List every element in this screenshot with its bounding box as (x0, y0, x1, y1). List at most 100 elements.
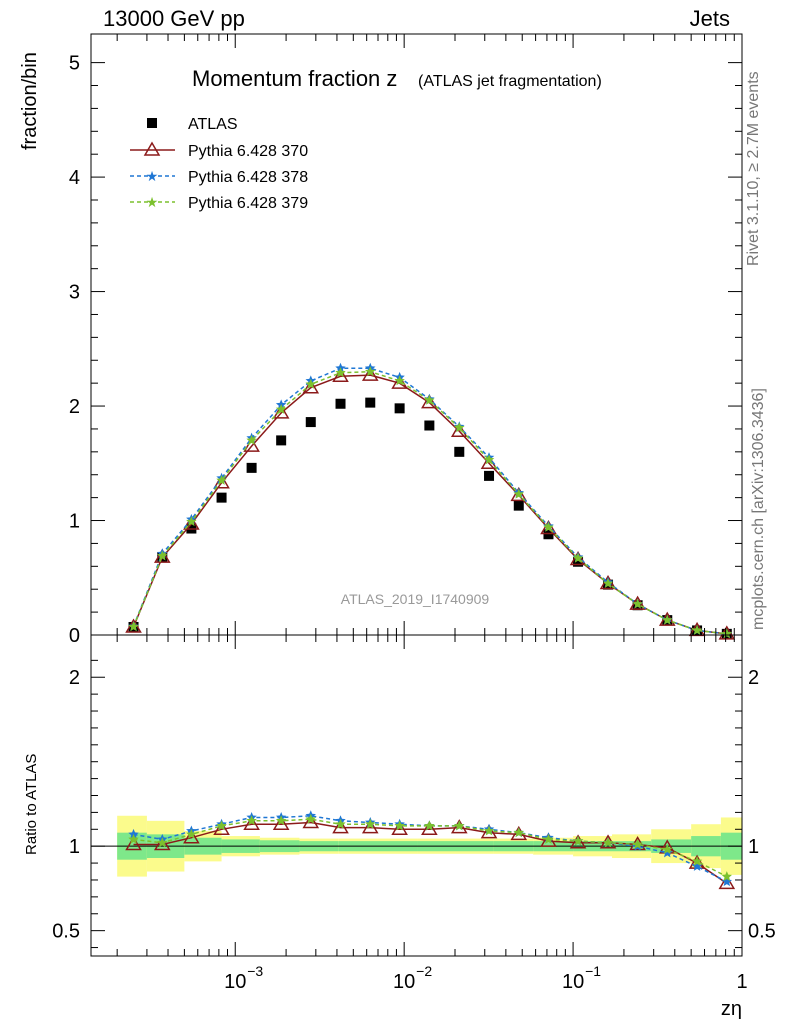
main-series-point-0 (305, 417, 316, 428)
main-series-point-3 (513, 488, 524, 499)
ratio-series-point-2 (721, 871, 732, 881)
main-series-point-3 (365, 366, 376, 377)
ratio-series-point-2 (157, 837, 168, 848)
x-tick-label: 10 (393, 971, 415, 993)
ratio-series-point-2 (602, 837, 614, 848)
energy-label: 13000 GeV pp (103, 6, 245, 31)
ratio-series-point-2 (572, 835, 584, 846)
ratio-series-point-0 (183, 829, 200, 844)
main-series-point-0 (216, 492, 227, 503)
x-tick-exponent: −2 (416, 963, 432, 979)
ratio-series-point-2 (365, 818, 376, 829)
main-series-point-3 (305, 378, 316, 389)
main-series-point-0 (365, 397, 376, 408)
ratio-series-point-1 (691, 861, 703, 871)
main-series-point-1 (243, 437, 260, 452)
ratio-frame (90, 634, 743, 957)
ratio-series-point-0 (125, 836, 142, 851)
analysis-label: ATLAS_2019_I1740909 (341, 591, 490, 607)
main-series-point-3 (246, 434, 257, 445)
ratio-series-point-2 (424, 820, 435, 831)
main-series-point-1 (450, 422, 468, 437)
ratio-series-point-0 (421, 820, 438, 836)
main-series-point-3 (157, 550, 168, 561)
ratio-series-point-2 (275, 815, 287, 826)
main-series-point-0 (454, 446, 465, 457)
main-series-point-3 (275, 404, 287, 414)
legend-label-370: Pythia 6.428 370 (188, 143, 308, 160)
main-series-point-3 (424, 394, 435, 405)
ratio-series-point-2 (513, 827, 524, 838)
legend-marker-379: ★ (146, 194, 159, 210)
ratio-series-point-0 (153, 836, 171, 851)
main-series-point-3 (128, 621, 139, 632)
main-series-point-3 (662, 614, 673, 625)
ratio-series-point-0 (302, 814, 320, 829)
main-series-point-0 (335, 398, 346, 409)
ratio-y-tick-label: 1 (69, 836, 80, 858)
main-y-tick-label: 4 (69, 167, 80, 189)
main-series-point-3 (602, 578, 614, 588)
main-subtitle: (ATLAS jet fragmentation) (418, 73, 602, 90)
main-series-point-0 (276, 435, 287, 446)
ratio-series-point-0 (361, 819, 379, 834)
ratio-series-point-2 (454, 820, 465, 831)
main-series-point-3 (186, 516, 197, 527)
main-series-point-1 (302, 379, 320, 394)
main-y-tick-label: 1 (69, 511, 80, 533)
ratio-y-tick-label: 2 (69, 667, 80, 689)
x-tick-exponent: −1 (585, 963, 601, 979)
ratio-series-line-2 (133, 818, 728, 878)
ratio-series-point-2 (128, 833, 139, 844)
main-series-point-1 (213, 474, 230, 489)
ratio-series-point-2 (691, 855, 703, 866)
main-title: Momentum fraction z (192, 66, 397, 91)
ratio-y-tick-label-right: 2 (748, 667, 759, 689)
ratio-series-point-2 (305, 813, 316, 824)
ratio-series-point-2 (543, 833, 554, 844)
x-axis-label: zη (721, 998, 742, 1020)
main-series-point-0 (394, 403, 405, 414)
main-series-point-1 (569, 550, 587, 566)
ratio-y-tick-label-right: 0.5 (748, 921, 776, 943)
ratio-series-point-0 (391, 820, 408, 836)
ratio-series-point-2 (483, 825, 495, 836)
main-series-point-0 (573, 556, 584, 567)
main-series-point-3 (691, 624, 703, 635)
ratio-panel-layer (125, 810, 736, 890)
main-series-point-3 (216, 475, 227, 485)
main-series-point-0 (246, 462, 257, 473)
main-y-tick-label: 2 (69, 396, 80, 418)
legend-marker-378: ★ (146, 168, 159, 184)
main-ylabel: fraction/bin (19, 52, 41, 150)
main-series-point-3 (632, 598, 643, 609)
main-series-point-3 (394, 375, 405, 386)
main-series-point-0 (513, 500, 524, 511)
main-series-point-3 (543, 521, 554, 532)
main-series-point-1 (332, 367, 349, 383)
main-series-point-1 (361, 366, 379, 381)
x-tick-label: 10 (562, 971, 584, 993)
main-series-point-3 (335, 367, 346, 378)
main-series-point-3 (483, 454, 495, 465)
ratio-series-point-1 (662, 847, 673, 858)
x-tick-label: 1 (736, 971, 747, 993)
ratio-series-point-0 (718, 874, 736, 890)
main-series-point-3 (454, 422, 465, 433)
legend-marker-370 (143, 141, 161, 156)
ratio-series-point-1 (128, 828, 139, 839)
main-series-point-1 (153, 548, 171, 563)
main-series-point-3 (721, 628, 732, 639)
ratio-series-line-1 (133, 815, 728, 883)
legend-label-378: Pythia 6.428 378 (188, 169, 308, 186)
ratio-series-point-0 (480, 824, 498, 839)
main-series-point-1 (510, 486, 528, 502)
main-series-point-3 (572, 552, 584, 563)
main-series-line-3 (132, 370, 727, 635)
ratio-series-point-1 (721, 876, 732, 887)
main-series-point-0 (484, 470, 495, 481)
ratio-band-layer (91, 815, 742, 877)
ratio-series-point-0 (213, 820, 230, 836)
